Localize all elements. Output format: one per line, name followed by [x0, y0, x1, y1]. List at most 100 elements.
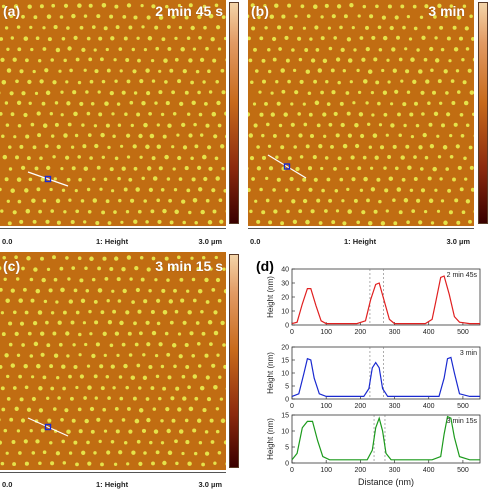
- nanodot: [321, 36, 325, 40]
- nanodot: [113, 58, 116, 61]
- nanodot: [420, 16, 423, 19]
- nanodot: [61, 440, 65, 444]
- y-tick-label: 30: [281, 281, 289, 288]
- nanodot: [404, 47, 407, 50]
- nanodot: [421, 188, 425, 192]
- scale-end: 3.0 µm: [447, 237, 471, 246]
- nanodot: [169, 69, 173, 73]
- nanodot: [188, 58, 192, 62]
- nanodot: [87, 112, 91, 116]
- nanodot: [394, 90, 398, 94]
- nanodot: [27, 80, 31, 84]
- nanodot: [327, 102, 331, 106]
- nanodot: [250, 80, 254, 84]
- scale-bar: 0.0 1: Height 3.0 µm: [0, 480, 226, 490]
- nanodot: [202, 408, 206, 412]
- nanodot: [460, 113, 464, 117]
- nanodot: [363, 5, 366, 8]
- nanodot: [215, 156, 219, 160]
- nanodot: [435, 58, 439, 62]
- nanodot: [156, 375, 159, 378]
- nanodot: [83, 396, 87, 400]
- nanodot: [98, 288, 103, 293]
- nanodot: [213, 385, 218, 390]
- nanodot: [141, 101, 145, 105]
- nanodot: [136, 37, 139, 40]
- nanodot: [360, 189, 363, 192]
- nanodot: [128, 332, 132, 336]
- nanodot: [371, 187, 375, 191]
- y-tick-label: 15: [281, 413, 289, 420]
- scale-axis: [248, 228, 474, 229]
- nanodot: [148, 289, 151, 292]
- nanodot: [189, 331, 193, 335]
- nanodot: [273, 134, 277, 138]
- nanodot: [138, 386, 141, 389]
- nanodot: [336, 57, 340, 61]
- nanodot: [196, 321, 200, 325]
- nanodot: [58, 321, 62, 325]
- nanodot: [146, 397, 150, 401]
- nanodot: [133, 220, 137, 224]
- nanodot: [11, 363, 15, 367]
- nanodot: [104, 101, 109, 106]
- nanodot: [140, 4, 143, 7]
- nanodot: [73, 441, 77, 445]
- nanodot: [133, 397, 137, 401]
- nanodot: [77, 155, 81, 159]
- nanodot: [382, 16, 386, 20]
- nanodot: [328, 27, 331, 30]
- nanodot: [157, 220, 161, 224]
- nanodot: [78, 408, 82, 412]
- nanodot: [98, 90, 101, 93]
- nanodot: [30, 278, 34, 282]
- nanodot: [124, 112, 128, 116]
- nanodot: [179, 26, 182, 29]
- nanodot: [68, 123, 72, 127]
- nanodot: [329, 47, 333, 51]
- nanodot: [420, 167, 424, 171]
- height-colorbar: [229, 254, 239, 468]
- x-tick-label: 500: [457, 403, 469, 410]
- nanodot: [351, 177, 355, 181]
- nanodot: [309, 37, 312, 40]
- nanodot: [80, 26, 84, 30]
- nanodot: [152, 331, 156, 335]
- nanodot: [434, 36, 437, 39]
- nanodot: [67, 46, 71, 50]
- nanodot: [339, 178, 343, 182]
- nanodot: [425, 156, 429, 160]
- nanodot: [37, 133, 41, 137]
- nanodot: [46, 166, 50, 170]
- nanodot: [165, 332, 169, 336]
- nanodot: [397, 187, 402, 192]
- nanodot: [347, 112, 351, 116]
- nanodot: [57, 145, 61, 149]
- nanodot: [204, 102, 208, 106]
- nanodot: [454, 198, 458, 202]
- nanodot: [309, 113, 313, 117]
- nanodot: [96, 14, 100, 18]
- nanodot: [179, 102, 183, 106]
- nanodot: [313, 80, 317, 84]
- nanodot: [354, 123, 358, 127]
- nanodot: [189, 407, 194, 412]
- nanodot: [110, 36, 114, 40]
- nanodot: [97, 266, 101, 270]
- nanodot: [273, 58, 277, 62]
- nanodot: [261, 210, 265, 214]
- nanodot: [99, 440, 102, 443]
- nanodot: [25, 385, 29, 389]
- nanodot: [218, 299, 222, 303]
- nanodot: [40, 4, 44, 8]
- nanodot: [66, 101, 70, 105]
- nanodot: [373, 57, 377, 61]
- nanodot: [41, 353, 45, 357]
- nanodot: [150, 386, 154, 390]
- nanodot: [64, 4, 68, 8]
- nanodot: [41, 278, 45, 282]
- nanodot: [293, 69, 296, 72]
- nanodot: [102, 408, 106, 412]
- nanodot: [199, 441, 202, 444]
- nanodot: [151, 310, 155, 314]
